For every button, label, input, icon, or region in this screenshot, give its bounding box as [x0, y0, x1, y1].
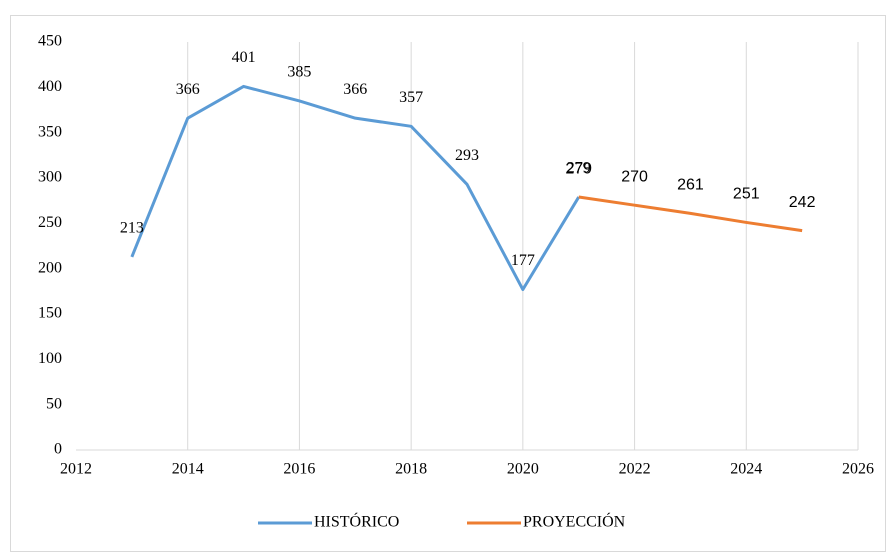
y-tick-label: 450 [38, 33, 62, 50]
y-tick-label: 350 [38, 123, 62, 140]
x-tick-label: 2014 [172, 461, 204, 478]
data-label: 401 [232, 49, 256, 66]
data-label: 366 [343, 81, 367, 98]
x-tick-label: 2016 [283, 461, 315, 478]
x-tick-label: 2018 [395, 461, 427, 478]
data-label: 357 [399, 89, 423, 106]
y-tick-label: 100 [38, 350, 62, 367]
chart-frame [10, 15, 886, 552]
y-tick-label: 50 [46, 395, 62, 412]
y-tick-label: 150 [38, 305, 62, 322]
data-label: 213 [120, 220, 144, 237]
y-tick-label: 0 [54, 441, 62, 458]
x-tick-label: 2020 [507, 461, 539, 478]
y-tick-label: 400 [38, 78, 62, 95]
data-label: 270 [621, 168, 648, 185]
data-label: 242 [789, 194, 816, 211]
y-tick-label: 250 [38, 214, 62, 231]
data-label: 177 [511, 252, 535, 269]
legend-label: PROYECCIÓN [523, 512, 626, 531]
data-label: 279 [565, 160, 592, 177]
series-line [578, 195, 803, 233]
x-tick-label: 2024 [730, 461, 762, 478]
x-tick-label: 2012 [60, 461, 92, 478]
x-tick-label: 2022 [619, 461, 651, 478]
data-label: 366 [176, 81, 200, 98]
x-tick-label: 2026 [842, 461, 874, 478]
series-line [130, 84, 580, 292]
legend-label: HISTÓRICO [314, 512, 399, 531]
data-label: 251 [733, 186, 760, 203]
y-tick-label: 200 [38, 259, 62, 276]
data-label: 279 [567, 160, 591, 177]
data-label: 293 [455, 147, 479, 164]
data-label: 385 [287, 64, 311, 81]
y-tick-label: 300 [38, 169, 62, 186]
data-label: 261 [677, 177, 704, 194]
